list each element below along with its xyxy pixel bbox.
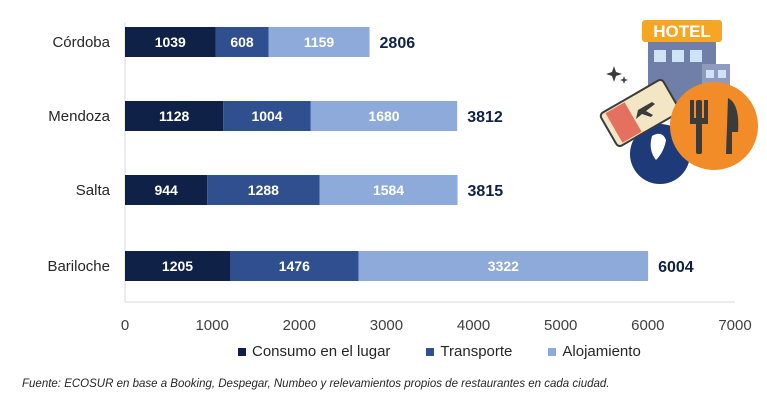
- source-note: Fuente: ECOSUR en base a Booking, Despeg…: [22, 378, 610, 390]
- fork-knife-icon: [670, 82, 758, 170]
- total-label: 2806: [380, 35, 416, 52]
- bar-segment: [358, 251, 649, 281]
- x-tick-label: 2000: [283, 317, 316, 334]
- bar-segment: [125, 101, 224, 131]
- x-tick-label: 5000: [544, 317, 577, 334]
- plane-ticket-icon: [599, 79, 681, 147]
- x-tick-label: 3000: [370, 317, 403, 334]
- data-label: 1680: [368, 108, 399, 124]
- legend-item-alojamiento: Alojamiento: [548, 343, 641, 360]
- sparkle-icon: [606, 66, 628, 84]
- x-tick-label: 6000: [631, 317, 664, 334]
- bar-segment: [230, 251, 359, 281]
- data-label: 1476: [279, 258, 310, 274]
- data-label: 608: [230, 34, 254, 50]
- legend-item-transporte: Transporte: [426, 343, 512, 360]
- data-label: 1039: [155, 34, 186, 50]
- legend-swatch-consumo: [238, 347, 246, 356]
- data-label: 1159: [304, 34, 335, 50]
- bar-segment: [125, 175, 208, 205]
- bar-segment: [125, 27, 216, 57]
- bar-segment: [310, 101, 458, 131]
- x-tick-label: 1000: [195, 317, 228, 334]
- total-label: 3815: [468, 183, 504, 200]
- legend: Consumo en el lugar Transporte Alojamien…: [238, 343, 641, 360]
- legend-swatch-alojamiento: [548, 347, 557, 356]
- data-label: 1128: [159, 108, 190, 124]
- data-label: 944: [154, 182, 178, 198]
- data-label: 1288: [248, 182, 279, 198]
- bar-segment: [207, 175, 320, 205]
- bar-segment: [268, 27, 370, 57]
- legend-label-consumo: Consumo en el lugar: [252, 343, 391, 360]
- data-label: 1004: [251, 108, 282, 124]
- legend-label-transporte: Transporte: [440, 343, 513, 360]
- legend-item-consumo: Consumo en el lugar: [238, 343, 390, 360]
- x-tick-label: 4000: [457, 317, 490, 334]
- bar-segment: [223, 101, 311, 131]
- legend-swatch-transporte: [426, 347, 435, 356]
- category-labels: Córdoba Mendoza Salta Bariloche: [47, 34, 110, 275]
- x-tick-label: 0: [121, 317, 129, 334]
- bar-segment: [319, 175, 458, 205]
- hotel-sign-text: HOTEL: [653, 22, 711, 41]
- x-tick-labels: 0 1000 2000 3000 4000 5000 6000 7000: [121, 317, 752, 334]
- total-label: 3812: [467, 109, 503, 126]
- total-label: 6004: [658, 259, 694, 276]
- data-label: 1584: [373, 182, 404, 198]
- category-label: Bariloche: [47, 258, 110, 275]
- legend-label-alojamiento: Alojamiento: [562, 343, 641, 360]
- bar-segment: [215, 27, 269, 57]
- data-label: 1205: [162, 258, 193, 274]
- bars-layer: 1039 608 1159 2806 1128 1004 1680 3812 944 1288 15…: [125, 27, 694, 281]
- category-label: Salta: [76, 182, 111, 199]
- category-label: Córdoba: [52, 34, 110, 51]
- category-label: Mendoza: [48, 108, 110, 125]
- travel-illustration: HOTEL: [599, 20, 758, 184]
- bar-segment: [125, 251, 231, 281]
- data-label: 3322: [488, 258, 519, 274]
- x-tick-label: 7000: [718, 317, 751, 334]
